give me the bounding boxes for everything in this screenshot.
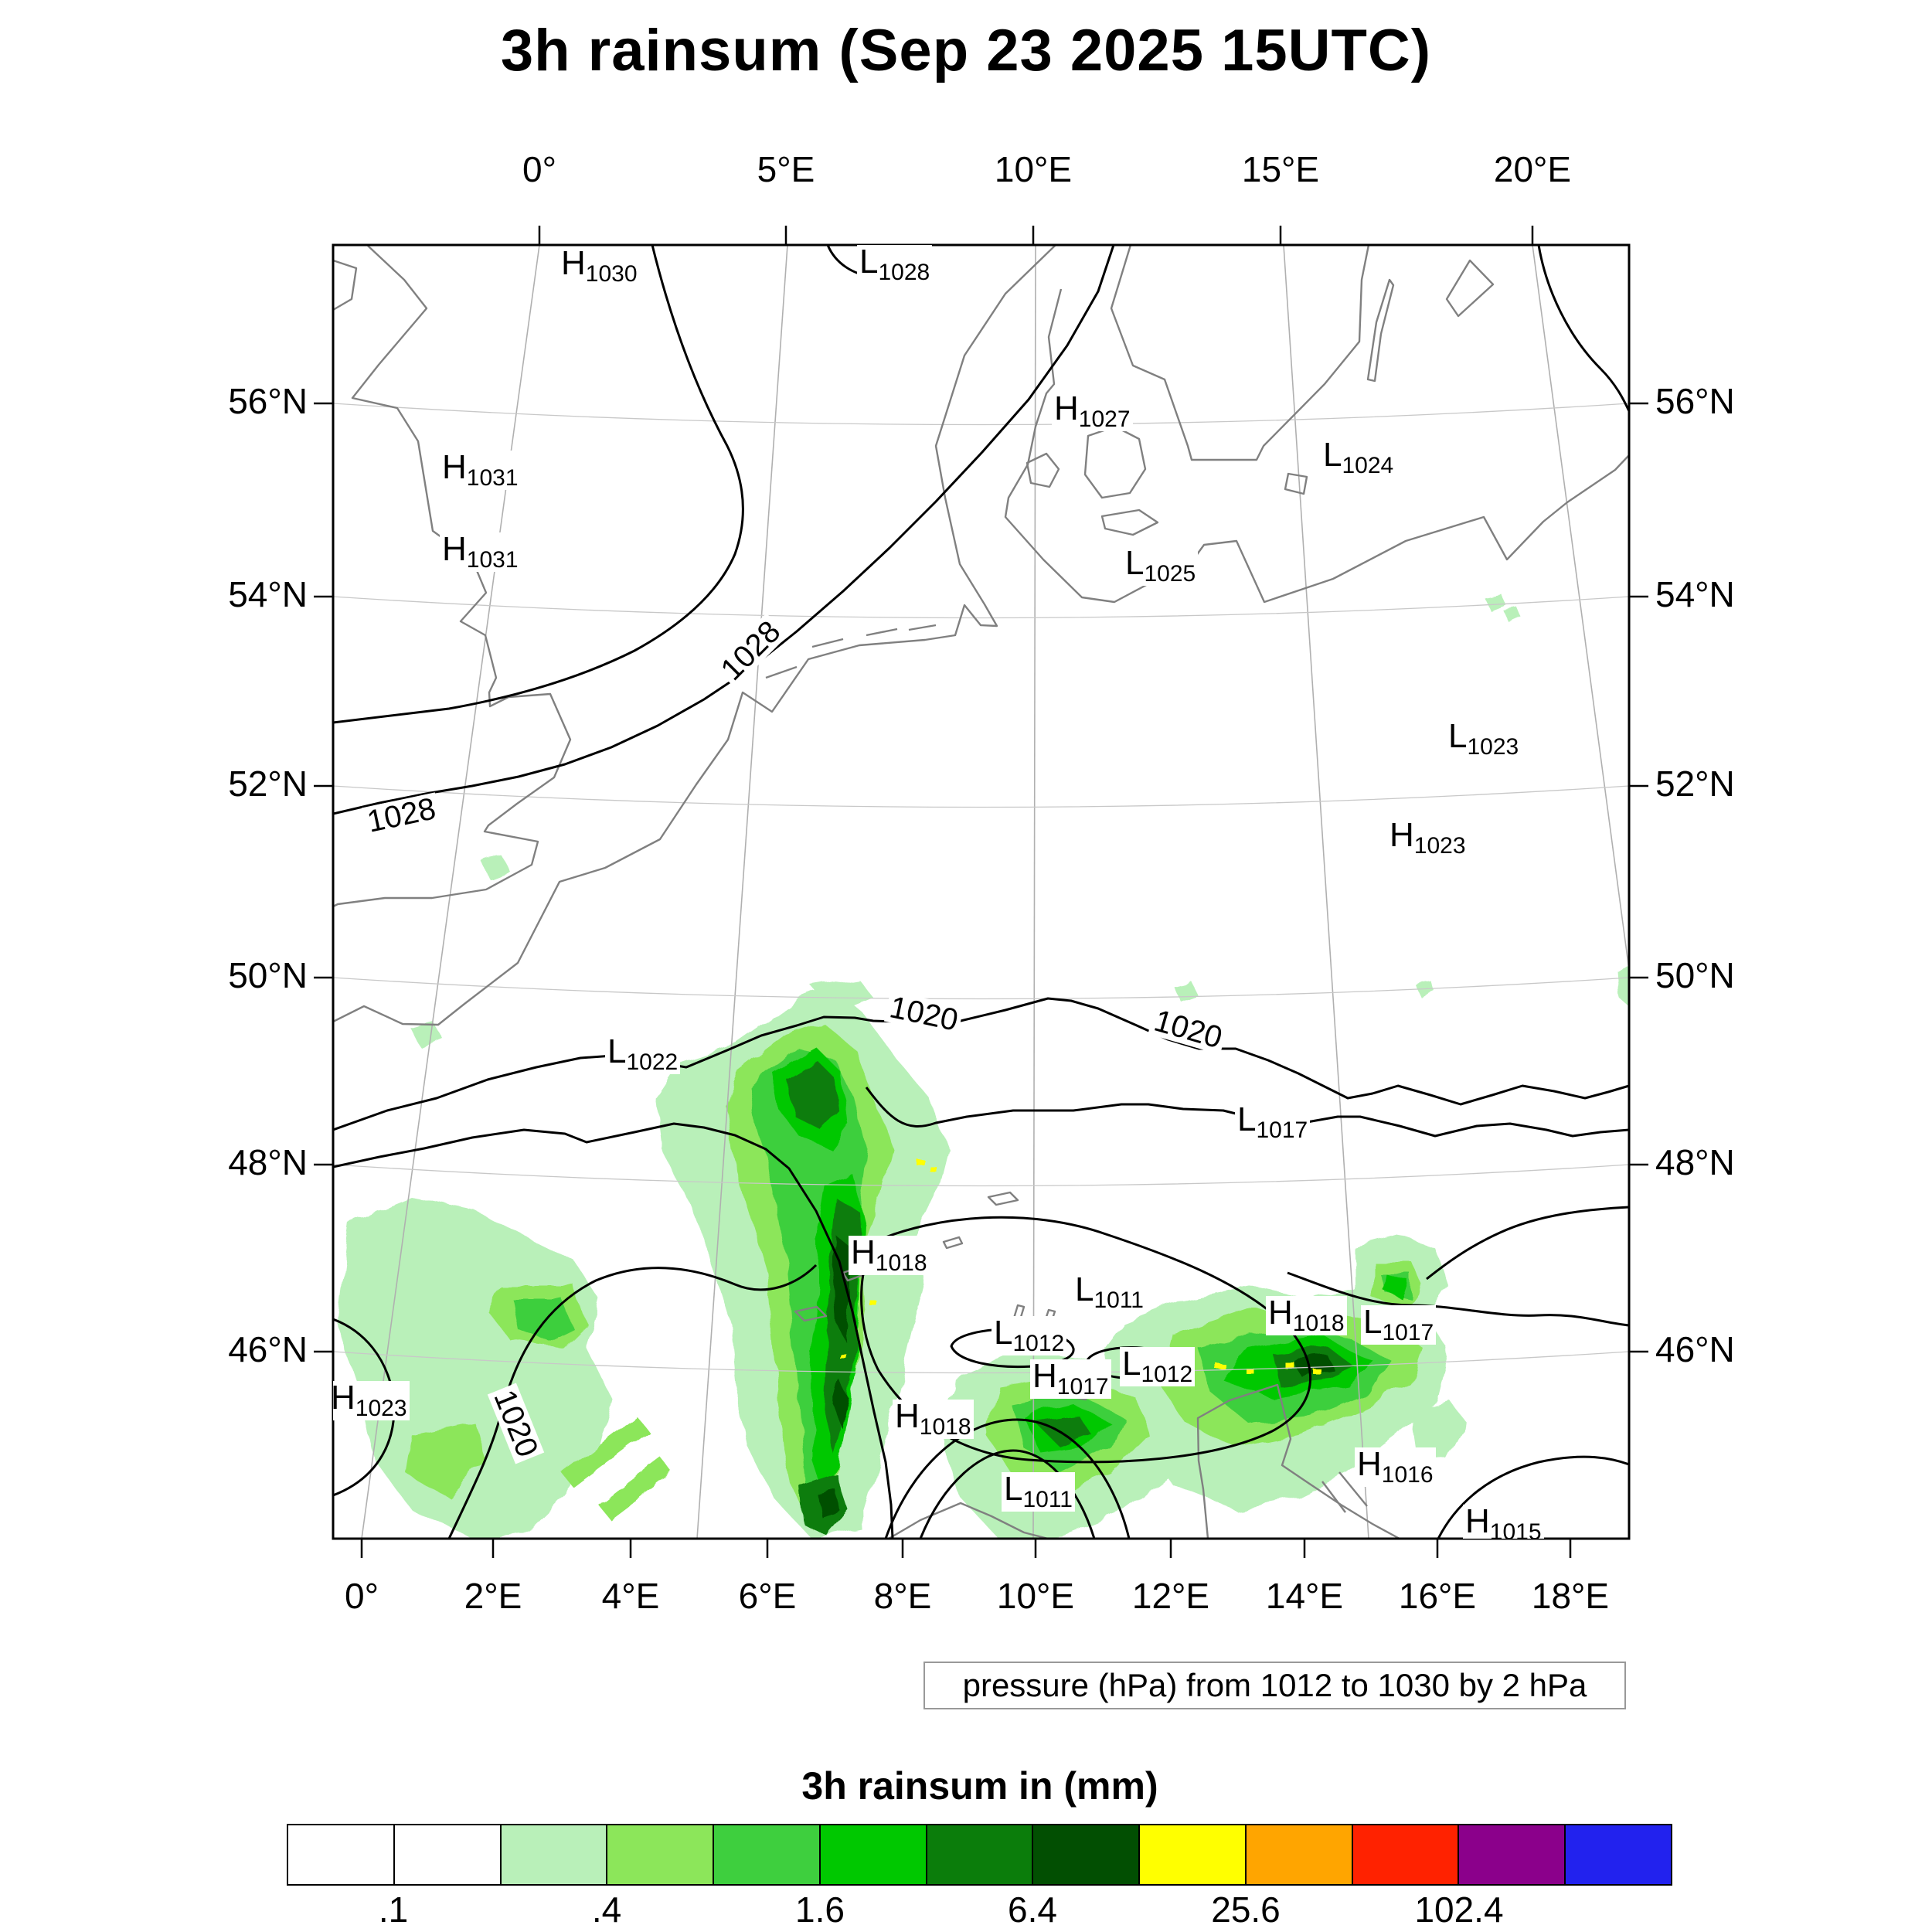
bottom-axis-label: 8°E (873, 1576, 932, 1616)
top-axis-label: 15°E (1241, 149, 1320, 189)
pressure-center-label: H1031 (440, 451, 521, 490)
top-axis-label: 0° (522, 149, 556, 189)
map-frame (332, 243, 1631, 1540)
pressure-center-label: H1016 (1355, 1447, 1436, 1487)
left-axis-label: 56°N (228, 381, 308, 421)
pressure-center-label: H1027 (1052, 392, 1133, 431)
colorbar (287, 1824, 1672, 1886)
left-axis-label: 54°N (228, 574, 308, 614)
colorbar-segment (501, 1825, 608, 1884)
colorbar-segment (607, 1825, 715, 1884)
bottom-axis-label: 18°E (1531, 1576, 1610, 1616)
right-axis-label: 54°N (1655, 574, 1735, 614)
pressure-center-label: L1017 (1361, 1305, 1437, 1345)
pressure-center-label: H1031 (440, 532, 521, 572)
colorbar-segment (820, 1825, 927, 1884)
bottom-axis-label: 0° (345, 1576, 379, 1616)
left-axis-label: 48°N (228, 1142, 308, 1182)
colorbar-segment (288, 1825, 395, 1884)
pressure-center-label: L1023 (1446, 719, 1522, 759)
pressure-center-label: L1028 (857, 245, 933, 284)
colorbar-segment (1566, 1825, 1671, 1884)
bottom-axis-label: 4°E (601, 1576, 660, 1616)
isobar-inline-label: 1028 (713, 613, 788, 689)
colorbar-segment (394, 1825, 502, 1884)
bottom-axis-label: 16°E (1398, 1576, 1477, 1616)
pressure-center-label: L1011 (1002, 1472, 1075, 1512)
isobar-inline-label: 1028 (361, 791, 442, 839)
map-ticks (314, 226, 1648, 1558)
right-axis-label: 46°N (1655, 1329, 1735, 1369)
colorbar-segment (714, 1825, 821, 1884)
isobar-inline-label: 1020 (487, 1383, 545, 1464)
colorbar-segment (927, 1825, 1034, 1884)
pressure-center-label: L1022 (605, 1035, 681, 1074)
pressure-center-label: H1023 (1387, 818, 1468, 858)
pressure-center-label: H1017 (1030, 1359, 1111, 1399)
pressure-center-label: L1012 (992, 1316, 1067, 1355)
left-axis-label: 52°N (228, 764, 308, 804)
pressure-center-label: L1011 (1073, 1273, 1146, 1312)
pressure-center-label: L1024 (1321, 438, 1396, 478)
left-axis-label: 50°N (228, 955, 308, 995)
legend-title: 3h rainsum in (mm) (801, 1764, 1158, 1808)
colorbar-tick-label: 102.4 (1414, 1889, 1504, 1930)
colorbar-segment (1246, 1825, 1353, 1884)
pressure-center-label: L1025 (1123, 546, 1199, 586)
bottom-axis-label: 10°E (996, 1576, 1075, 1616)
pressure-center-label: H1030 (559, 247, 640, 286)
bottom-axis-label: 14°E (1265, 1576, 1344, 1616)
right-axis-label: 52°N (1655, 764, 1735, 804)
bottom-axis-label: 12°E (1131, 1576, 1210, 1616)
colorbar-segment (1352, 1825, 1460, 1884)
map-label-layer: H1030 L1028 H1027 L1024 H1031 H1031 L102… (333, 245, 1629, 1539)
pressure-center-label: L1012 (1120, 1347, 1196, 1386)
colorbar-segment (1033, 1825, 1141, 1884)
left-axis-label: 46°N (228, 1329, 308, 1369)
colorbar-segment (1459, 1825, 1566, 1884)
top-axis-label: 10°E (994, 149, 1073, 189)
isobar-inline-label: 1020 (1148, 1004, 1229, 1055)
bottom-axis-label: 2°E (464, 1576, 522, 1616)
colorbar-segment (1140, 1825, 1247, 1884)
right-axis-label: 48°N (1655, 1142, 1735, 1182)
top-axis-label: 5°E (757, 149, 815, 189)
colorbar-tick-label: .4 (591, 1889, 622, 1930)
pressure-center-label: H1015 (1463, 1505, 1544, 1539)
colorbar-tick-label: .1 (378, 1889, 409, 1930)
pressure-center-label: H1023 (333, 1381, 410, 1420)
pressure-caption: pressure (hPa) from 1012 to 1030 by 2 hP… (923, 1662, 1626, 1709)
pressure-center-label: H1018 (893, 1400, 974, 1439)
pressure-center-label: H1018 (1266, 1296, 1347, 1335)
colorbar-tick-label: 1.6 (795, 1889, 845, 1930)
right-axis-label: 50°N (1655, 955, 1735, 995)
right-axis-label: 56°N (1655, 381, 1735, 421)
pressure-center-label: H1018 (849, 1236, 930, 1275)
pressure-center-label: L1017 (1235, 1103, 1311, 1142)
page-title: 3h rainsum (Sep 23 2025 15UTC) (500, 18, 1432, 83)
isobar-inline-label: 1020 (883, 990, 964, 1038)
colorbar-tick-label: 6.4 (1008, 1889, 1057, 1930)
colorbar-tick-label: 25.6 (1211, 1889, 1281, 1930)
top-axis-label: 20°E (1493, 149, 1572, 189)
bottom-axis-label: 6°E (738, 1576, 797, 1616)
